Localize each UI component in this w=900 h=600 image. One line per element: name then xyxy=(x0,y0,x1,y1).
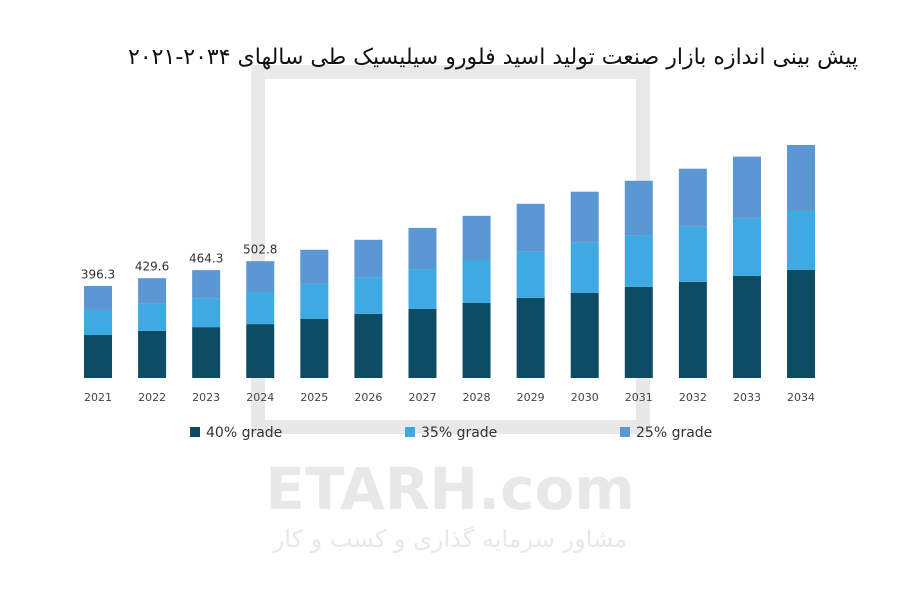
bar-segment xyxy=(516,251,545,298)
legend-label: 40% grade xyxy=(206,425,282,441)
watermark-tagline: مشاور سرمایه گذاری و کسب و کار xyxy=(272,525,628,553)
bar-segment xyxy=(732,275,761,378)
watermark: ETARH.com مشاور سرمایه گذاری و کسب و کار xyxy=(251,65,650,553)
bar-segment xyxy=(354,277,383,314)
total-label: 502.8 xyxy=(243,243,277,257)
x-tick-label: 2024 xyxy=(246,391,274,404)
bar-segment xyxy=(570,191,599,243)
chart-title: پیش بینی اندازه بازار صنعت تولید اسید فل… xyxy=(128,45,858,70)
legend-swatch xyxy=(620,427,630,437)
bar-segment xyxy=(678,168,707,227)
x-tick-label: 2029 xyxy=(517,391,545,404)
x-tick-label: 2031 xyxy=(625,391,653,404)
x-tick-label: 2025 xyxy=(300,391,328,404)
bar-segment xyxy=(246,324,275,378)
watermark-brand: ETARH.com xyxy=(265,455,634,523)
bar-segment xyxy=(246,261,275,293)
bar-segment xyxy=(732,156,761,219)
x-tick-label: 2028 xyxy=(463,391,491,404)
legend-label: 25% grade xyxy=(636,425,712,441)
x-tick-label: 2030 xyxy=(571,391,599,404)
bar-segment xyxy=(138,278,167,304)
x-tick-label: 2021 xyxy=(84,391,112,404)
bar-segment xyxy=(354,239,383,278)
x-tick-label: 2032 xyxy=(679,391,707,404)
bar-segment xyxy=(624,286,653,378)
bar-segment xyxy=(84,285,112,310)
bar-segment xyxy=(787,145,816,211)
bar-segment xyxy=(192,327,221,378)
bar-segment xyxy=(138,303,167,331)
legend-swatch xyxy=(405,427,415,437)
bar-segment xyxy=(138,330,167,378)
bar-segment xyxy=(192,298,221,328)
bar-segment xyxy=(84,335,112,378)
bar-segment xyxy=(570,292,599,378)
bar-segment xyxy=(84,309,112,336)
x-tick-label: 2023 xyxy=(192,391,220,404)
bar-segment xyxy=(678,226,707,282)
bar-segment xyxy=(678,281,707,378)
x-tick-label: 2033 xyxy=(733,391,761,404)
bar-segment xyxy=(300,249,329,284)
legend-swatch xyxy=(190,427,200,437)
bar-segment xyxy=(462,215,491,260)
x-tick-label: 2034 xyxy=(787,391,815,404)
bar-segment xyxy=(462,302,491,378)
bar-segment xyxy=(246,292,275,325)
x-tick-label: 2022 xyxy=(138,391,166,404)
bar-segment xyxy=(300,283,329,319)
bar-segment xyxy=(192,270,221,299)
bar-segment xyxy=(408,227,437,270)
bar-segment xyxy=(462,259,491,303)
bar-segment xyxy=(787,210,816,270)
bar-segment xyxy=(624,235,653,287)
legend-label: 35% grade xyxy=(421,425,497,441)
bar-segment xyxy=(300,318,329,378)
bar-segment xyxy=(408,309,437,378)
bar-segment xyxy=(787,269,816,378)
bar-segment xyxy=(516,297,545,378)
total-label: 396.3 xyxy=(81,267,115,281)
total-label: 464.3 xyxy=(189,252,223,266)
bar-segment xyxy=(354,313,383,378)
total-label: 429.6 xyxy=(135,260,169,274)
bar-segment xyxy=(408,269,437,310)
bar-segment xyxy=(624,180,653,236)
x-tick-label: 2026 xyxy=(354,391,382,404)
bar-segment xyxy=(570,242,599,293)
bar-segment xyxy=(516,203,545,252)
bar-segment xyxy=(732,218,761,276)
x-tick-label: 2027 xyxy=(408,391,436,404)
